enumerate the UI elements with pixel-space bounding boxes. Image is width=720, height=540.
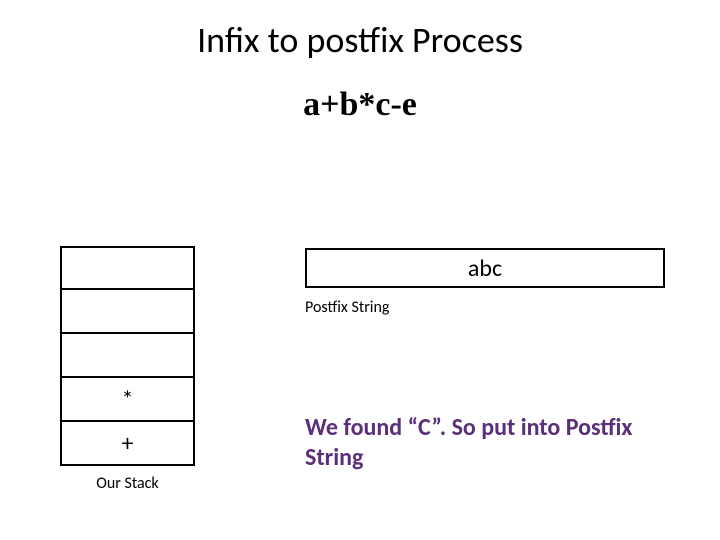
- stack-cell: [60, 290, 195, 334]
- stack-cell: [60, 334, 195, 378]
- explanation-text: We found “C”. So put into Postfix String: [305, 413, 685, 473]
- infix-expression: a+b*c-e: [0, 86, 720, 124]
- stack-container: * +: [60, 246, 195, 466]
- slide-title: Infix to postfix Process: [0, 18, 720, 62]
- stack-cell: [60, 246, 195, 290]
- postfix-output-box: abc: [305, 248, 665, 288]
- stack-label: Our Stack: [60, 474, 195, 493]
- stack-cell: +: [60, 422, 195, 466]
- postfix-label: Postfix String: [305, 298, 389, 317]
- stack-cell: *: [60, 378, 195, 422]
